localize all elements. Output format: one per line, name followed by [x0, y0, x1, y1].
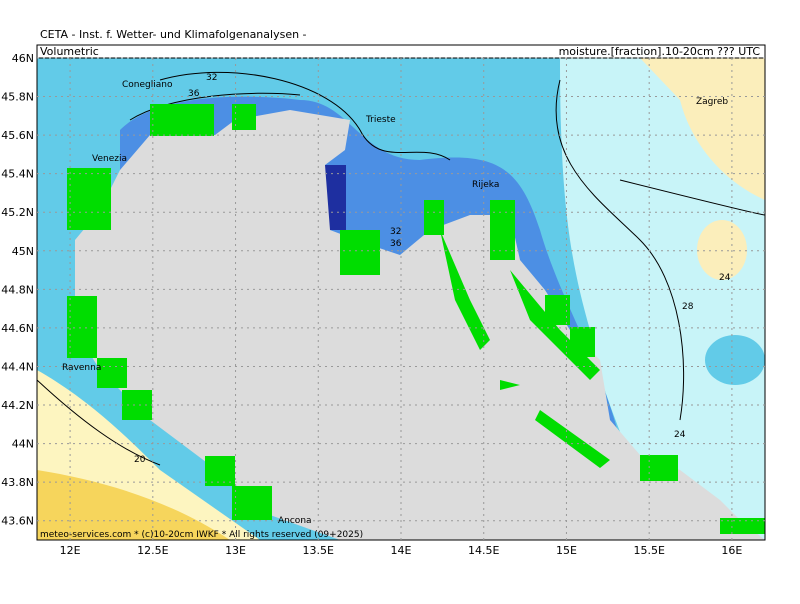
- lon-tick-label: 12.5E: [137, 544, 168, 557]
- field-light: [560, 58, 765, 540]
- lon-tick-label: 16E: [721, 544, 742, 557]
- labels: Conegliano Venezia Trieste Rijeka Zagreb…: [40, 73, 731, 540]
- contour-label: 28: [682, 302, 694, 312]
- lat-tick-label: 45.2N: [1, 206, 34, 219]
- lon-tick-label: 13.5E: [303, 544, 334, 557]
- lat-tick-label: 45N: [12, 245, 34, 258]
- lat-tick-label: 44.4N: [1, 360, 34, 373]
- land-cell: [150, 104, 214, 136]
- lon-tick-label: 13E: [225, 544, 246, 557]
- field-wet: [705, 335, 765, 385]
- lon-tick-label: 15E: [556, 544, 577, 557]
- city-label: Venezia: [92, 154, 127, 164]
- land-cells: [67, 104, 765, 534]
- lat-tick-label: 45.4N: [1, 168, 34, 181]
- header-left: Volumetric: [40, 45, 99, 58]
- lat-tick-label: 45.8N: [1, 91, 34, 104]
- lat-tick-label: 45.6N: [1, 129, 34, 142]
- contour-label: 24: [674, 430, 686, 440]
- contour-label: 32: [390, 227, 401, 237]
- contour-label: 32: [206, 73, 217, 83]
- lat-tick-label: 43.8N: [1, 476, 34, 489]
- field-dry: [697, 220, 747, 280]
- sea: [75, 110, 765, 540]
- land-cell: [67, 168, 111, 230]
- city-label: Ravenna: [62, 363, 101, 373]
- lat-tick-label: 44N: [12, 438, 34, 451]
- contour-line: [36, 179, 766, 466]
- city-label: Ancona: [278, 516, 312, 526]
- land-cell: [490, 200, 515, 260]
- contour-label: 20: [134, 455, 146, 465]
- city-label: Conegliano: [122, 80, 173, 90]
- city-label: Zagreb: [696, 97, 728, 107]
- lon-tick-label: 15.5E: [633, 544, 664, 557]
- land-cell: [720, 518, 765, 534]
- lat-tick-label: 44.6N: [1, 322, 34, 335]
- lon-tick-label: 12E: [60, 544, 81, 557]
- lon-tick-label: 14E: [391, 544, 412, 557]
- land-cell: [67, 296, 97, 358]
- land-cell: [122, 390, 152, 420]
- lat-tick-label: 44.2N: [1, 399, 34, 412]
- footer: meteo-services.com * (c)10-20cm IWKF * A…: [40, 530, 363, 540]
- contour-label: 24: [719, 273, 731, 283]
- header-title: CETA - Inst. f. Wetter- und Klimafolgena…: [40, 28, 307, 41]
- land-cell: [97, 358, 127, 388]
- land-cell: [424, 200, 444, 235]
- field-dry: [640, 58, 765, 200]
- lat-tick-label: 46N: [12, 52, 34, 65]
- contour-label: 36: [390, 239, 402, 249]
- lon-tick-label: 14.5E: [468, 544, 499, 557]
- city-label: Trieste: [365, 115, 396, 125]
- land-cell: [640, 455, 678, 481]
- city-label: Rijeka: [472, 180, 499, 190]
- land-cell: [205, 456, 235, 486]
- field-drier: [37, 470, 230, 540]
- header-right: moisture.[fraction].10-20cm ??? UTC: [559, 45, 761, 58]
- lat-tick-label: 43.6N: [1, 515, 34, 528]
- land-cell: [232, 486, 272, 520]
- land-cell: [340, 230, 380, 275]
- island: [440, 230, 610, 468]
- lat-tick-label: 44.8N: [1, 283, 34, 296]
- contour-label: 36: [188, 89, 200, 99]
